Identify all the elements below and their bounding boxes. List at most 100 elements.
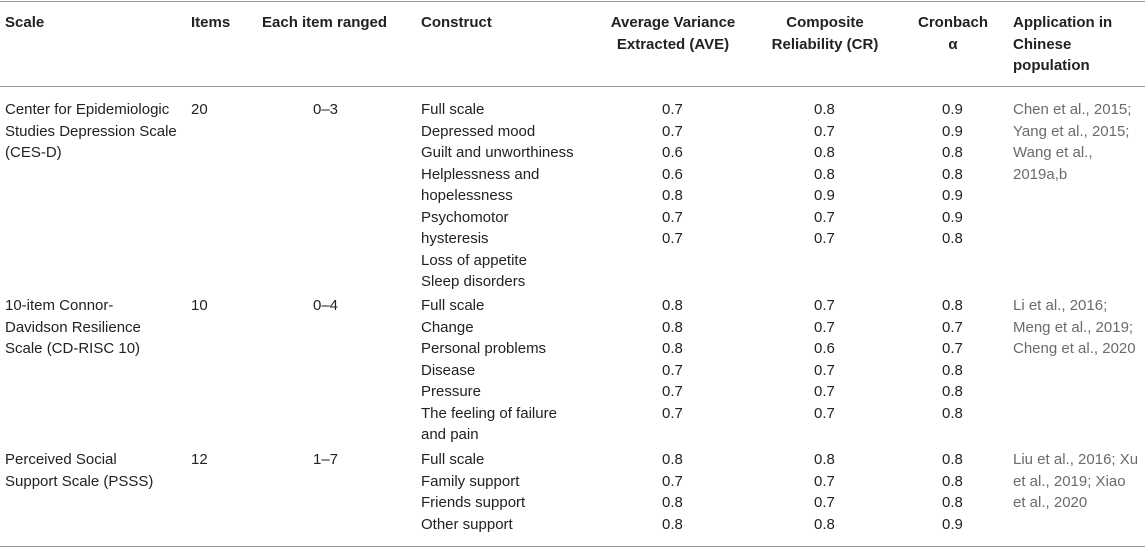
alpha-value: 0.8 bbox=[942, 144, 963, 161]
cr-column: 0.7 0.7 0.6 0.7 0.7 0.7 bbox=[814, 295, 835, 424]
application-citation-ces-d: Chen et al., 2015; Yang et al., 2015; Wa… bbox=[1013, 101, 1132, 183]
alpha-value: 0.9 bbox=[942, 187, 963, 204]
alpha-column: 0.9 0.9 0.8 0.8 0.9 0.9 0.8 bbox=[942, 99, 963, 250]
items-count-ces-d: 20 bbox=[191, 101, 208, 118]
ave-value: 0.7 bbox=[662, 361, 683, 379]
header-range: Each item ranged bbox=[262, 14, 388, 31]
alpha-column: 0.8 0.7 0.7 0.8 0.8 0.8 bbox=[942, 295, 963, 424]
application-citation-psss: Liu et al., 2016; Xu et al., 2019; Xiao … bbox=[1013, 451, 1139, 511]
top-rule bbox=[0, 1, 1145, 2]
header-ave: Average Variance Extracted (AVE) bbox=[610, 14, 736, 53]
ave-column: 0.8 0.8 0.8 0.7 0.7 0.7 bbox=[662, 295, 683, 424]
construct-item: Sleep disorders bbox=[421, 273, 526, 290]
construct-item: Depressed mood bbox=[421, 122, 536, 140]
construct-item: Psychomotor bbox=[421, 208, 509, 226]
ave-value: 0.8 bbox=[662, 451, 683, 468]
alpha-column: 0.8 0.8 0.8 0.9 bbox=[942, 449, 963, 535]
construct-item: Disease bbox=[421, 361, 476, 379]
cr-column: 0.8 0.7 0.8 0.8 0.9 0.7 0.7 bbox=[814, 99, 835, 250]
cr-value: 0.8 bbox=[814, 515, 835, 533]
cr-value: 0.8 bbox=[814, 451, 835, 468]
alpha-value: 0.8 bbox=[942, 494, 963, 511]
alpha-value: 0.8 bbox=[942, 451, 963, 468]
ave-value: 0.8 bbox=[662, 318, 683, 336]
cr-column: 0.8 0.7 0.7 0.8 bbox=[814, 449, 835, 535]
ave-value: 0.7 bbox=[662, 472, 683, 490]
alpha-value: 0.9 bbox=[942, 101, 963, 118]
construct-item: Guilt and unworthiness bbox=[421, 144, 574, 161]
construct-item: hopelessness bbox=[421, 187, 513, 204]
construct-item: Full scale bbox=[421, 101, 485, 118]
header-application: Application in Chinese population bbox=[1013, 14, 1113, 74]
construct-item: Helplessness and bbox=[421, 165, 540, 183]
construct-item: Full scale bbox=[421, 451, 485, 468]
ave-value: 0.8 bbox=[662, 297, 683, 314]
cr-value: 0.7 bbox=[814, 208, 835, 226]
cr-value: 0.7 bbox=[814, 383, 835, 400]
cr-value: 0.6 bbox=[814, 340, 835, 357]
cr-value: 0.7 bbox=[814, 494, 835, 511]
cr-value: 0.7 bbox=[814, 318, 835, 336]
cr-value: 0.7 bbox=[814, 472, 835, 490]
alpha-value: 0.8 bbox=[942, 383, 963, 400]
cr-value: 0.8 bbox=[814, 165, 835, 183]
cr-value: 0.7 bbox=[814, 361, 835, 379]
alpha-value: 0.8 bbox=[942, 404, 963, 422]
ave-column: 0.8 0.7 0.8 0.8 bbox=[662, 449, 683, 535]
ave-value: 0.7 bbox=[662, 208, 683, 226]
cr-value: 0.7 bbox=[814, 230, 835, 247]
alpha-value: 0.8 bbox=[942, 472, 963, 490]
cr-value: 0.9 bbox=[814, 187, 835, 204]
construct-list: Full scale Change Personal problems Dise… bbox=[421, 295, 557, 446]
ave-value: 0.7 bbox=[662, 122, 683, 140]
ave-value: 0.8 bbox=[662, 340, 683, 357]
range-cd-risc: 0–4 bbox=[313, 297, 339, 314]
ave-value: 0.6 bbox=[662, 165, 683, 183]
alpha-value: 0.8 bbox=[942, 361, 963, 379]
cr-value: 0.8 bbox=[814, 101, 835, 118]
construct-item: Family support bbox=[421, 472, 520, 490]
ave-value: 0.6 bbox=[662, 144, 683, 161]
alpha-value: 0.9 bbox=[942, 515, 963, 533]
alpha-value: 0.8 bbox=[942, 230, 963, 247]
cr-value: 0.7 bbox=[814, 404, 835, 422]
alpha-value: 0.8 bbox=[942, 297, 963, 314]
header-rule bbox=[0, 86, 1145, 87]
ave-value: 0.7 bbox=[662, 101, 683, 118]
scale-name-psss: Perceived Social Support Scale (PSSS) bbox=[5, 451, 154, 490]
construct-item: Loss of appetite bbox=[421, 251, 527, 269]
header-construct: Construct bbox=[421, 14, 492, 31]
items-count-cd-risc: 10 bbox=[191, 297, 208, 314]
alpha-value: 0.9 bbox=[942, 208, 963, 226]
construct-item: Personal problems bbox=[421, 340, 547, 357]
ave-value: 0.8 bbox=[662, 494, 683, 511]
header-items: Items bbox=[191, 14, 231, 31]
construct-item: and pain bbox=[421, 426, 479, 443]
cr-value: 0.8 bbox=[814, 144, 835, 161]
bottom-rule bbox=[0, 546, 1145, 547]
construct-item: Full scale bbox=[421, 297, 485, 314]
header-scale: Scale bbox=[5, 14, 45, 31]
ave-value: 0.8 bbox=[662, 187, 683, 204]
construct-list: Full scale Family support Friends suppor… bbox=[421, 449, 525, 535]
ave-value: 0.7 bbox=[662, 230, 683, 247]
scale-name-ces-d: Center for Epidemiologic Studies Depress… bbox=[5, 101, 177, 161]
range-ces-d: 0–3 bbox=[313, 101, 339, 118]
alpha-value: 0.7 bbox=[942, 318, 963, 336]
ave-value: 0.7 bbox=[662, 383, 683, 400]
construct-item: The feeling of failure bbox=[421, 404, 557, 422]
range-psss: 1–7 bbox=[313, 451, 339, 468]
construct-item: hysteresis bbox=[421, 230, 489, 247]
application-citation-cd-risc: Li et al., 2016; Meng et al., 2019; Chen… bbox=[1013, 297, 1136, 357]
alpha-value: 0.9 bbox=[942, 122, 963, 140]
construct-item: Pressure bbox=[421, 383, 482, 400]
alpha-value: 0.8 bbox=[942, 165, 963, 183]
items-count-psss: 12 bbox=[191, 451, 208, 468]
cr-value: 0.7 bbox=[814, 122, 835, 140]
header-alpha: Cronbach α bbox=[918, 14, 989, 53]
construct-list: Full scale Depressed mood Guilt and unwo… bbox=[421, 99, 574, 293]
ave-value: 0.7 bbox=[662, 404, 683, 422]
scale-name-cd-risc: 10-item Connor-Davidson Resilience Scale… bbox=[5, 297, 141, 357]
ave-column: 0.7 0.7 0.6 0.6 0.8 0.7 0.7 bbox=[662, 99, 683, 250]
